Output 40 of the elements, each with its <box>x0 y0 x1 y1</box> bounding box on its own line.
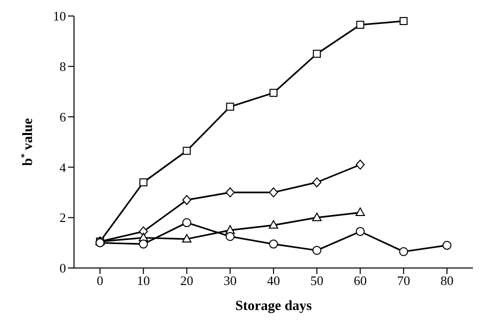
point <box>226 102 234 111</box>
point <box>270 88 278 97</box>
point <box>312 246 322 255</box>
point <box>442 240 452 250</box>
point <box>312 177 322 188</box>
x-tick-label: 10 <box>136 273 150 288</box>
point <box>226 187 235 198</box>
point <box>312 50 321 58</box>
x-tick-label: 50 <box>310 273 324 288</box>
point <box>356 160 365 170</box>
x-tick-label: 20 <box>180 273 194 288</box>
y-tick-label: 4 <box>60 160 66 175</box>
point <box>182 194 192 205</box>
point <box>400 17 408 26</box>
x-tick-label: 40 <box>267 273 280 288</box>
point <box>226 232 235 241</box>
point <box>182 234 192 243</box>
point <box>269 240 278 249</box>
point <box>399 247 408 256</box>
point <box>182 146 191 155</box>
y-tick-label: 6 <box>60 109 66 124</box>
y-tick-label: 2 <box>60 210 66 226</box>
x-axis-title: Storage days <box>235 299 312 314</box>
y-tick-label: 8 <box>60 59 66 74</box>
point <box>182 218 192 228</box>
x-tick-label: 0 <box>96 273 104 288</box>
x-tick-label: 70 <box>397 273 410 288</box>
x-tick-label: 80 <box>440 273 454 288</box>
point <box>356 226 365 236</box>
point <box>139 178 148 186</box>
point <box>268 220 278 229</box>
point <box>356 20 364 29</box>
x-tick-label: 60 <box>354 273 367 288</box>
y-tick-label: 10 <box>53 8 66 24</box>
point <box>138 240 148 249</box>
point <box>312 212 322 222</box>
point <box>356 208 365 216</box>
point <box>269 187 278 198</box>
x-tick-label: 30 <box>224 273 237 288</box>
y-tick-label: 0 <box>60 260 66 276</box>
